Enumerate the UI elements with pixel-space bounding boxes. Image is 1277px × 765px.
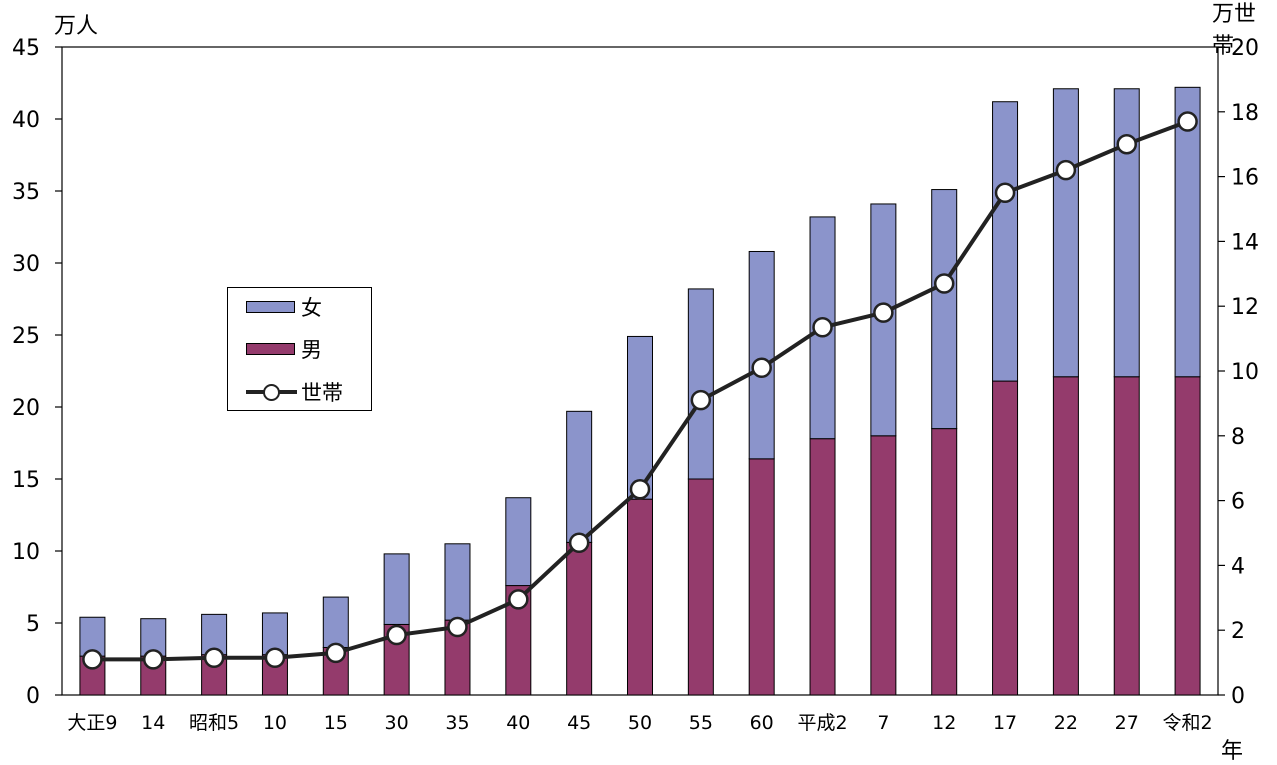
- y-right-tick-label: 20: [1231, 36, 1259, 61]
- legend-item-female: 女: [246, 292, 322, 322]
- bar-male: [687, 478, 714, 696]
- y-left-tick-label: 45: [12, 36, 40, 61]
- y-left-tick-label: 35: [12, 180, 40, 205]
- households-point: [508, 589, 529, 610]
- x-tick-label: 15: [324, 712, 348, 734]
- legend-swatch-female: [246, 301, 295, 313]
- x-tick-label: 17: [993, 712, 1017, 734]
- y-left-tick-label: 25: [12, 324, 40, 349]
- households-point: [812, 317, 833, 338]
- households-point: [933, 273, 955, 294]
- y-right-tick-label: 0: [1231, 684, 1245, 709]
- legend-label-female: 女: [301, 296, 322, 320]
- x-tick-label: 55: [689, 712, 713, 734]
- bar-female: [1052, 88, 1079, 378]
- legend: 女 男 世帯: [227, 287, 372, 411]
- legend-label-male: 男: [301, 338, 322, 362]
- households-point: [447, 616, 468, 638]
- x-tick-label: 30: [385, 712, 409, 734]
- y-right-tick-label: 6: [1231, 490, 1245, 515]
- households-point: [264, 647, 286, 668]
- x-tick-label: 45: [567, 712, 591, 734]
- bar-female: [322, 596, 349, 648]
- bar-male: [1174, 376, 1201, 696]
- y-right-tick-label: 14: [1231, 230, 1259, 255]
- y-left-tick-label: 30: [12, 252, 40, 277]
- y-right-tick-label: 2: [1231, 619, 1245, 644]
- x-tick-label: 10: [263, 712, 287, 734]
- legend-item-households: 世帯: [246, 377, 343, 407]
- legend-item-male: 男: [246, 334, 322, 364]
- x-tick-label: 40: [506, 712, 530, 734]
- y-right-tick-label: 10: [1231, 360, 1259, 385]
- y-left-tick-label: 20: [12, 396, 40, 421]
- bar-male: [1052, 376, 1079, 696]
- households-point: [1116, 133, 1137, 155]
- x-tick-label: 7: [877, 712, 889, 734]
- y-left-tick-label: 40: [12, 108, 40, 133]
- x-tick-label: 大正9: [67, 712, 117, 734]
- y-left-tick-label: 5: [26, 612, 40, 637]
- y-left-tick-label: 10: [12, 540, 40, 565]
- bar-female: [748, 250, 775, 460]
- y-right-tick-label: 16: [1231, 166, 1259, 191]
- y-left-tick-label: 15: [12, 468, 40, 493]
- bar-female: [627, 335, 653, 500]
- households-point: [203, 647, 225, 668]
- households-point: [873, 302, 894, 323]
- bar-male: [931, 428, 958, 696]
- x-tick-label: 令和2: [1163, 712, 1213, 734]
- bar-male: [809, 438, 836, 696]
- y-right-tick-label: 12: [1231, 295, 1259, 320]
- x-tick-label: 50: [628, 712, 652, 734]
- bar-male: [1113, 376, 1140, 696]
- households-point: [143, 649, 164, 670]
- bar-male: [870, 435, 897, 696]
- bar-male: [992, 380, 1019, 696]
- bar-female: [566, 410, 593, 543]
- x-tick-label: 35: [445, 712, 469, 734]
- households-point: [751, 357, 772, 379]
- x-tick-label: 平成2: [797, 712, 847, 734]
- bar-female: [383, 553, 410, 625]
- x-tick-label: 昭和5: [189, 712, 239, 734]
- households-point: [568, 532, 590, 553]
- households-point: [82, 649, 103, 670]
- legend-swatch-male: [246, 343, 295, 355]
- x-tick-label: 14: [141, 712, 165, 734]
- bar-female: [201, 613, 228, 656]
- bar-female: [1113, 88, 1140, 378]
- x-axis-unit: 年: [1221, 739, 1244, 764]
- y-right-tick-label: 4: [1231, 554, 1245, 579]
- bar-male: [566, 541, 593, 696]
- bar-female: [687, 288, 714, 480]
- right-axis-unit: 万世帯: [1212, 2, 1257, 59]
- legend-label-households: 世帯: [301, 381, 343, 405]
- bar-female: [931, 189, 958, 430]
- x-tick-label: 60: [750, 712, 774, 734]
- households-point: [629, 479, 651, 500]
- x-tick-label: 22: [1054, 712, 1078, 734]
- households-point: [994, 182, 1016, 204]
- households-point: [690, 389, 712, 411]
- bar-female: [1174, 86, 1201, 378]
- y-right-tick-label: 8: [1231, 425, 1245, 450]
- households-point: [1055, 159, 1077, 181]
- legend-marker-households: [246, 377, 297, 407]
- households-point: [325, 642, 347, 664]
- bar-female: [992, 101, 1019, 382]
- y-right-tick-label: 18: [1231, 101, 1259, 126]
- y-left-tick-label: 0: [26, 684, 40, 709]
- bar-male: [748, 458, 775, 696]
- x-tick-label: 12: [932, 712, 956, 734]
- bar-male: [627, 498, 653, 696]
- households-point: [1177, 111, 1198, 132]
- bar-female: [505, 497, 532, 587]
- households-point: [386, 624, 407, 646]
- left-axis-unit: 万人: [54, 14, 99, 39]
- bar-female: [444, 543, 471, 621]
- x-tick-label: 27: [1115, 712, 1139, 734]
